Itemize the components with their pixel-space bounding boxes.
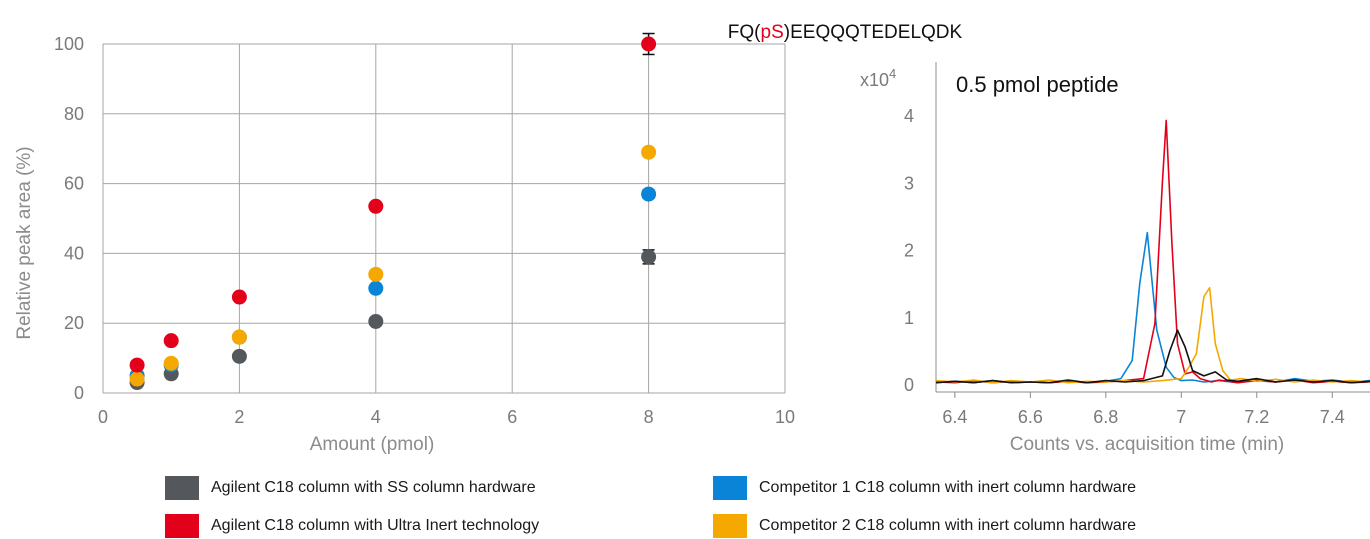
legend-item-competitor-1: Competitor 1 C18 column with inert colum… — [713, 476, 1136, 500]
legend-label-agilent-ultra-inert: Agilent C18 column with Ultra Inert tech… — [211, 517, 540, 534]
legend-label-competitor-1: Competitor 1 C18 column with inert colum… — [759, 479, 1137, 496]
scatter-x-tick-label: 10 — [775, 407, 795, 427]
chromatogram-y-tick-label: 4 — [904, 106, 914, 126]
scatter-y-tick-label: 100 — [54, 34, 84, 54]
scatter-points — [129, 36, 657, 391]
legend-item-competitor-2: Competitor 2 C18 column with inert colum… — [713, 514, 1136, 538]
scatter-x-axis-label: Amount (pmol) — [310, 434, 435, 455]
chromatogram-y-tick-label: 0 — [904, 375, 914, 395]
chromatogram-x-tick-label: 6.6 — [1018, 407, 1043, 427]
legend-swatch-agilent-ss — [165, 476, 199, 500]
scatter-x-tick-label: 4 — [371, 407, 381, 427]
scatter-point — [368, 198, 384, 214]
scatter-point — [368, 280, 384, 296]
scatter-y-axis-label: Relative peak area (%) — [14, 146, 35, 339]
chromatogram-y-tick-label: 3 — [904, 173, 914, 193]
legend-item-agilent-ss: Agilent C18 column with SS column hardwa… — [165, 476, 536, 500]
scatter-point — [641, 144, 657, 160]
scatter-point — [231, 329, 247, 345]
chromatogram-y-tick-label: 2 — [904, 241, 914, 261]
scatter-x-tick-label: 2 — [234, 407, 244, 427]
chromatogram-y-scale-label: x104 — [860, 66, 896, 90]
scatter-point — [231, 289, 247, 305]
chromatogram-x-tick-label: 7.4 — [1320, 407, 1345, 427]
chromatogram-x-tick-label: 7 — [1176, 407, 1186, 427]
legend-item-agilent-ultra-inert: Agilent C18 column with Ultra Inert tech… — [165, 514, 539, 538]
chromatogram-trace — [935, 329, 1370, 384]
chromatogram-x-axis-label: Counts vs. acquisition time (min) — [1010, 434, 1285, 455]
scatter-x-tick-labels: 0 2 4 6 8 10 — [98, 407, 795, 427]
scatter-x-tick-label: 0 — [98, 407, 108, 427]
legend: Agilent C18 column with SS column hardwa… — [0, 470, 1370, 539]
scatter-y-tick-label: 20 — [64, 313, 84, 333]
scatter-point — [641, 249, 657, 265]
scatter-x-tick-label: 6 — [507, 407, 517, 427]
scatter-y-tick-label: 60 — [64, 174, 84, 194]
chromatogram-trace — [935, 231, 1370, 384]
chromatogram-chart: FQ(pS)EEQQQTEDELQDK x104 0.5 pmol peptid… — [728, 22, 1370, 455]
chromatogram-x-tick-label: 6.8 — [1093, 407, 1118, 427]
scatter-point — [368, 266, 384, 282]
legend-swatch-competitor-2 — [713, 514, 747, 538]
legend-label-competitor-2: Competitor 2 C18 column with inert colum… — [759, 517, 1137, 534]
chromatogram-x-tick-label: 7.2 — [1244, 407, 1269, 427]
scatter-y-tick-label: 80 — [64, 104, 84, 124]
scatter-point — [163, 355, 179, 371]
legend-swatch-competitor-1 — [713, 476, 747, 500]
chromatogram-y-tick-label: 1 — [904, 308, 914, 328]
legend-swatch-agilent-ultra-inert — [165, 514, 199, 538]
chromatogram-traces — [935, 119, 1370, 384]
chromatogram-title-phospho-site: pS — [761, 22, 784, 43]
scatter-y-tick-labels: 0 20 40 60 80 100 — [54, 34, 84, 403]
scatter-point — [641, 36, 657, 52]
scatter-y-tick-label: 40 — [64, 243, 84, 263]
scatter-x-tick-label: 8 — [644, 407, 654, 427]
scatter-point — [163, 333, 179, 349]
chromatogram-x-tick-label: 6.4 — [942, 407, 967, 427]
chromatogram-y-tick-labels: 0 1 2 3 4 — [904, 106, 914, 395]
scatter-point — [641, 186, 657, 202]
scatter-point — [231, 348, 247, 364]
chromatogram-title-part-3: )EEQQQTEDELQDK — [784, 22, 963, 43]
chromatogram-title-part-1: FQ( — [728, 22, 761, 43]
chromatogram-trace — [935, 119, 1370, 384]
legend-label-agilent-ss: Agilent C18 column with SS column hardwa… — [211, 479, 536, 496]
chromatogram-x-tick-labels: 6.4 6.6 6.8 7 7.2 7.4 — [942, 392, 1345, 427]
scatter-y-tick-label: 0 — [74, 383, 84, 403]
chromatogram-annotation: 0.5 pmol peptide — [956, 72, 1119, 97]
scatter-chart: 0 2 4 6 8 10 0 20 40 60 80 100 Amount (pmol) Relat… — [14, 32, 795, 455]
scatter-point — [129, 357, 145, 373]
scatter-point — [129, 371, 145, 387]
scatter-gridlines — [102, 43, 786, 394]
chromatogram-title: FQ(pS)EEQQQTEDELQDK — [728, 22, 963, 43]
scatter-point — [368, 313, 384, 329]
